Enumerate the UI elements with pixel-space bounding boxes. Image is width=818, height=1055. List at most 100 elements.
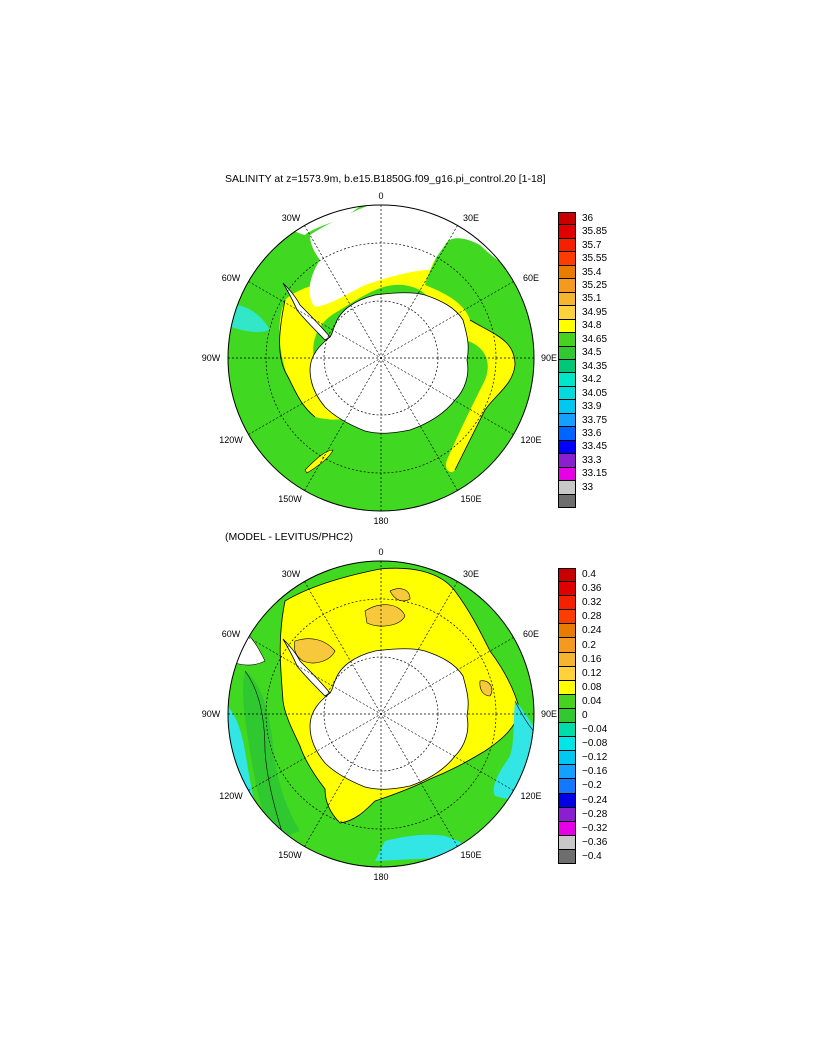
panel1-title: SALINITY at z=1573.9m, b.e15.B1850G.f09_… (225, 173, 546, 185)
map1-fields (228, 205, 534, 511)
colorbar-swatch (558, 494, 576, 508)
colorbar-swatch (558, 610, 576, 625)
colorbar-swatch (558, 212, 576, 226)
colorbar-swatch (558, 319, 576, 334)
colorbar-swatch (558, 835, 576, 850)
colorbar-swatch (558, 723, 576, 738)
colorbar-tick-label: −0.04 (582, 724, 608, 736)
map1-graticule (228, 205, 534, 511)
map2-graticule (228, 561, 534, 867)
colorbar-tick-label: 34.95 (582, 306, 608, 318)
colorbar-tick-label: −0.08 (582, 738, 608, 750)
colorbar-swatch (558, 694, 576, 709)
colorbar-swatch (558, 467, 576, 482)
map2-label-30w: 30W (282, 569, 301, 579)
map1-antarctica (309, 292, 469, 434)
map2-green-strip-left (242, 671, 300, 841)
colorbar-tick-label: 33.6 (582, 428, 602, 439)
map2-label-60e: 60E (523, 629, 539, 639)
colorbar-swatch (558, 821, 576, 836)
colorbar-tick-label: −0.16 (582, 766, 608, 778)
colorbar-swatch (558, 751, 576, 766)
map2-label-120e: 120E (520, 791, 541, 801)
colorbar-swatch (558, 346, 576, 360)
difference-map: 0 30E 60E 90E 120E 150E 180 150W 120W 90… (202, 547, 557, 882)
map1-label-60w: 60W (222, 273, 241, 283)
colorbar-tick-label: −0.28 (582, 808, 608, 820)
colorbar-tick-label: −0.12 (582, 752, 608, 764)
colorbar-tick-label: −0.24 (582, 794, 608, 806)
colorbar-tick-label: 0 (582, 710, 588, 721)
colorbar-swatch (558, 360, 576, 374)
map2-contour-1 (244, 670, 286, 842)
colorbar-tick-label: 0.24 (582, 625, 602, 637)
map2-label-30e: 30E (463, 569, 479, 579)
colorbar-tick-label: 34.35 (582, 360, 608, 372)
map2-orange-patch-3 (389, 588, 411, 602)
colorbar-tick-label: 33.15 (582, 468, 608, 480)
map1-label-30w: 30W (282, 213, 301, 223)
colorbar-tick-label: 0.08 (582, 681, 602, 693)
map2-label-0: 0 (378, 547, 383, 557)
map2-peninsula (282, 638, 331, 697)
salinity-map: 0 30E 60E 90E 120E 150E 180 150W 120W 90… (202, 191, 557, 526)
map2-orange-patch-4 (479, 680, 493, 697)
colorbar-swatch (558, 638, 576, 653)
colorbar-tick-label: 34.5 (582, 347, 602, 359)
colorbar-swatch (558, 737, 576, 752)
colorbar-swatch (558, 454, 576, 468)
colorbar-swatch (558, 373, 576, 387)
colorbar-tick-label: 0.2 (582, 639, 596, 651)
map1-contour (279, 299, 316, 418)
colorbar-swatch (558, 779, 576, 794)
map1-label-30e: 30E (463, 213, 479, 223)
colorbar-tick-label: 0.28 (582, 611, 602, 623)
map1-label-150e: 150E (460, 494, 481, 504)
map1-label-90e: 90E (541, 353, 557, 363)
map1-label-120e: 120E (520, 435, 541, 445)
map2-orange-patch-2 (364, 604, 406, 627)
map2-contour-2 (514, 700, 534, 742)
map1-label-180: 180 (373, 516, 388, 526)
map1-label-120w: 120W (219, 435, 243, 445)
colorbar-swatch (558, 440, 576, 455)
colorbar-swatch (558, 652, 576, 667)
map2-fields (228, 561, 534, 867)
colorbar-tick-label: 0.04 (582, 695, 602, 707)
colorbar-tick-label: −0.36 (582, 836, 608, 848)
colorbar-tick-label: 0.36 (582, 583, 602, 595)
colorbar-tick-label: 36 (582, 212, 594, 224)
map1-peninsula (282, 282, 331, 341)
colorbar-tick-label: 33.9 (582, 401, 602, 413)
colorbar-tick-label: 35.25 (582, 280, 608, 291)
colorbar-tick-label: 35.1 (582, 293, 602, 305)
map1-label-90w: 90W (202, 353, 221, 363)
colorbar-salinity (558, 212, 576, 508)
colorbar-tick-label: 34.05 (582, 387, 608, 399)
map2-label-120w: 120W (219, 791, 243, 801)
colorbar-swatch (558, 568, 576, 583)
colorbar-tick-label: 33.75 (582, 414, 608, 426)
map2-label-150w: 150W (278, 850, 302, 860)
colorbar-swatch (558, 708, 576, 724)
colorbar-swatch (558, 238, 576, 253)
colorbar-swatch (558, 400, 576, 414)
colorbar-swatch (558, 265, 576, 280)
colorbar-swatch (558, 252, 576, 266)
colorbar-tick-label: 0.16 (582, 653, 602, 665)
colorbar-swatch (558, 427, 576, 441)
colorbar-swatch (558, 666, 576, 681)
map2-border (227, 560, 535, 868)
map2-label-150e: 150E (460, 850, 481, 860)
map1-label-0: 0 (378, 191, 383, 201)
map2-label-90e: 90E (541, 709, 557, 719)
colorbar-tick-label: 34.8 (582, 320, 602, 332)
colorbar-swatch (558, 292, 576, 307)
colorbar-swatch (558, 333, 576, 347)
colorbar-tick-label: −0.32 (582, 822, 608, 834)
colorbar-tick-label: 35.85 (582, 226, 608, 238)
colorbar-tick-label: 33.3 (582, 454, 602, 466)
colorbar-swatch (558, 807, 576, 822)
map2-antarctica (309, 648, 469, 790)
